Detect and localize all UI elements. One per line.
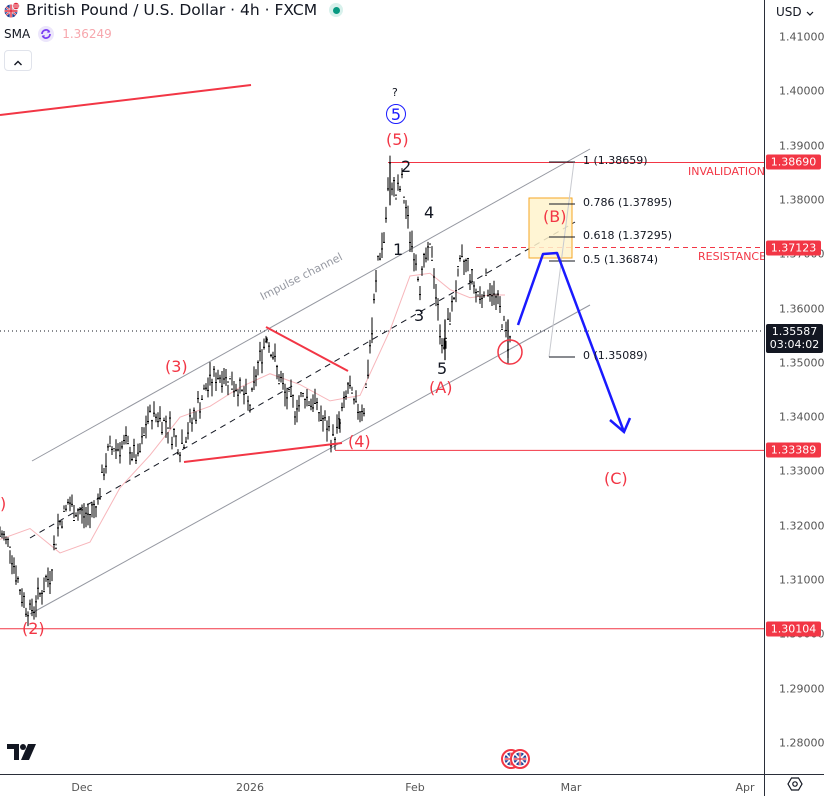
impulse-channel <box>29 148 591 615</box>
wave-a-label: (A) <box>429 378 453 397</box>
current-price-badge: 1.35587 03:04:02 <box>766 323 823 353</box>
currency-selector[interactable]: USD <box>770 2 818 22</box>
fib-level-label: 0.5 (1.36874) <box>583 253 659 266</box>
symbol-header[interactable]: British Pound / U.S. Dollar · 4h · FXCM <box>4 1 344 19</box>
subwave-1-label: 1 <box>393 240 404 259</box>
fib-level-label: 1 (1.38659) <box>583 154 648 167</box>
price-level-badge: 1.37123 <box>766 240 821 256</box>
time-tick: Feb <box>405 781 425 794</box>
horizontal-levels <box>0 161 764 630</box>
price-tick: 1.39000 <box>779 139 824 153</box>
drawings <box>0 84 632 463</box>
price-tick: 1.40000 <box>779 84 824 98</box>
gbp-usd-flag-icon <box>4 2 20 18</box>
subwave-2-label: 2 <box>401 157 412 176</box>
settings-hexagon-icon <box>786 776 803 796</box>
wave-1-partial-label: ) <box>0 494 7 513</box>
chevron-up-icon <box>13 51 23 70</box>
collapse-legend-button[interactable] <box>4 50 32 71</box>
price-axis[interactable]: 1.410001.400001.390001.380001.370001.360… <box>764 0 824 774</box>
chevron-down-icon <box>806 5 814 19</box>
uk-event-flag-icon[interactable] <box>510 749 530 773</box>
wave-2-label: (2) <box>22 619 45 638</box>
current-price: 1.35587 <box>771 325 818 339</box>
price-level-badge: 1.38690 <box>766 154 821 170</box>
wave-c-label: (C) <box>604 469 628 488</box>
price-tick: 1.35000 <box>779 356 824 370</box>
price-tick: 1.36000 <box>779 302 824 316</box>
time-tick: Apr <box>735 781 755 794</box>
price-level-badge: 1.33389 <box>766 442 821 458</box>
tradingview-logo[interactable] <box>7 744 39 764</box>
market-open-status-icon <box>329 3 344 17</box>
economic-events-markers[interactable] <box>501 749 530 773</box>
currency-label: USD <box>776 5 802 19</box>
indicator-value: 1.36249 <box>62 27 112 41</box>
price-tick: 1.34000 <box>779 410 824 424</box>
subwave-3-label: 3 <box>414 306 425 325</box>
symbol-title[interactable]: British Pound / U.S. Dollar · 4h · FXCM <box>26 1 318 19</box>
price-tick: 1.32000 <box>779 519 824 533</box>
price-level-badge: 1.30104 <box>766 621 821 637</box>
invalidation-label: INVALIDATION <box>688 165 765 178</box>
price-tick: 1.29000 <box>779 682 824 696</box>
time-tick: Mar <box>560 781 582 794</box>
loading-refresh-icon <box>38 26 55 42</box>
wave-5-question-label: ? <box>392 86 398 99</box>
wave-5-major-label: (5) <box>386 130 409 149</box>
time-tick: Dec <box>71 781 93 794</box>
bar-countdown: 03:04:02 <box>769 338 820 352</box>
price-tick: 1.28000 <box>779 736 824 750</box>
price-tick: 1.41000 <box>779 30 824 44</box>
chart-canvas[interactable] <box>0 0 764 774</box>
price-tick: 1.31000 <box>779 573 824 587</box>
subwave-5-label: 5 <box>437 359 448 378</box>
time-axis[interactable]: Dec 2026 Feb Mar Apr <box>0 774 764 797</box>
resistance-label: RESISTANCE <box>698 250 767 263</box>
wave-4-label: (4) <box>348 432 371 451</box>
subwave-4-label: 4 <box>424 203 435 222</box>
wave-5-circle-label: 5 <box>386 104 406 124</box>
indicator-name: SMA <box>4 27 31 41</box>
fib-level-label: 0.618 (1.37295) <box>583 229 673 242</box>
fib-level-label: 0 (1.35089) <box>583 349 648 362</box>
chart-settings-button[interactable] <box>764 774 824 796</box>
wave-3-label: (3) <box>165 357 188 376</box>
indicator-legend-sma[interactable]: SMA 1.36249 <box>4 26 112 42</box>
time-tick: 2026 <box>236 781 264 794</box>
price-tick: 1.38000 <box>779 193 824 207</box>
price-candles <box>0 155 511 627</box>
fib-level-label: 0.786 (1.37895) <box>583 196 673 209</box>
wave-b-label: (B) <box>543 207 567 226</box>
tradingview-logo-icon <box>7 744 36 760</box>
sma-line <box>0 272 505 554</box>
price-tick: 1.33000 <box>779 464 824 478</box>
